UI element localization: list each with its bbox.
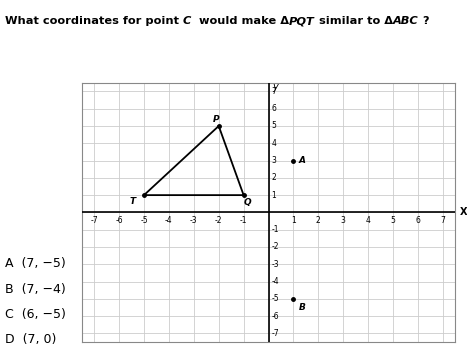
Text: PQT: PQT [289,16,315,26]
Text: y: y [272,82,278,92]
Text: C: C [183,16,191,26]
Text: -2: -2 [271,243,279,251]
Text: B  (7, −4): B (7, −4) [5,283,65,296]
Text: -6: -6 [115,216,123,225]
Text: -3: -3 [190,216,198,225]
Text: 5: 5 [390,216,396,225]
Text: 2: 2 [271,174,276,182]
Text: 7: 7 [440,216,446,225]
Text: 6: 6 [271,104,276,113]
Text: -1: -1 [240,216,248,225]
Text: Q: Q [244,198,251,207]
Text: C  (6, −5): C (6, −5) [5,308,65,321]
Text: would make Δ: would make Δ [191,16,289,26]
Text: ABC: ABC [393,16,418,26]
Text: T: T [130,197,136,206]
Text: ?: ? [418,16,429,26]
Text: 3: 3 [271,156,276,165]
Text: -6: -6 [271,311,279,320]
Text: 1: 1 [271,191,276,199]
Text: 3: 3 [341,216,346,225]
Text: What coordinates for point: What coordinates for point [5,16,183,26]
Text: 7: 7 [271,87,276,96]
Text: 4: 4 [366,216,371,225]
Text: similar to Δ: similar to Δ [315,16,393,26]
Text: -5: -5 [271,294,279,303]
Text: -4: -4 [165,216,173,225]
Text: -7: -7 [91,216,98,225]
Text: D  (7, 0): D (7, 0) [5,333,56,346]
Text: B: B [299,303,305,312]
Text: -3: -3 [271,260,279,269]
Text: P: P [213,116,219,125]
Text: A: A [299,156,305,165]
Text: -2: -2 [215,216,222,225]
Text: 4: 4 [271,139,276,148]
Text: -1: -1 [271,225,279,234]
Text: -4: -4 [271,277,279,286]
Text: 6: 6 [416,216,420,225]
Text: -5: -5 [140,216,148,225]
Text: 5: 5 [271,122,276,130]
Text: 1: 1 [291,216,296,225]
Text: -7: -7 [271,329,279,338]
Text: 2: 2 [316,216,321,225]
Text: A  (7, −5): A (7, −5) [5,257,65,270]
Text: X: X [460,207,467,217]
